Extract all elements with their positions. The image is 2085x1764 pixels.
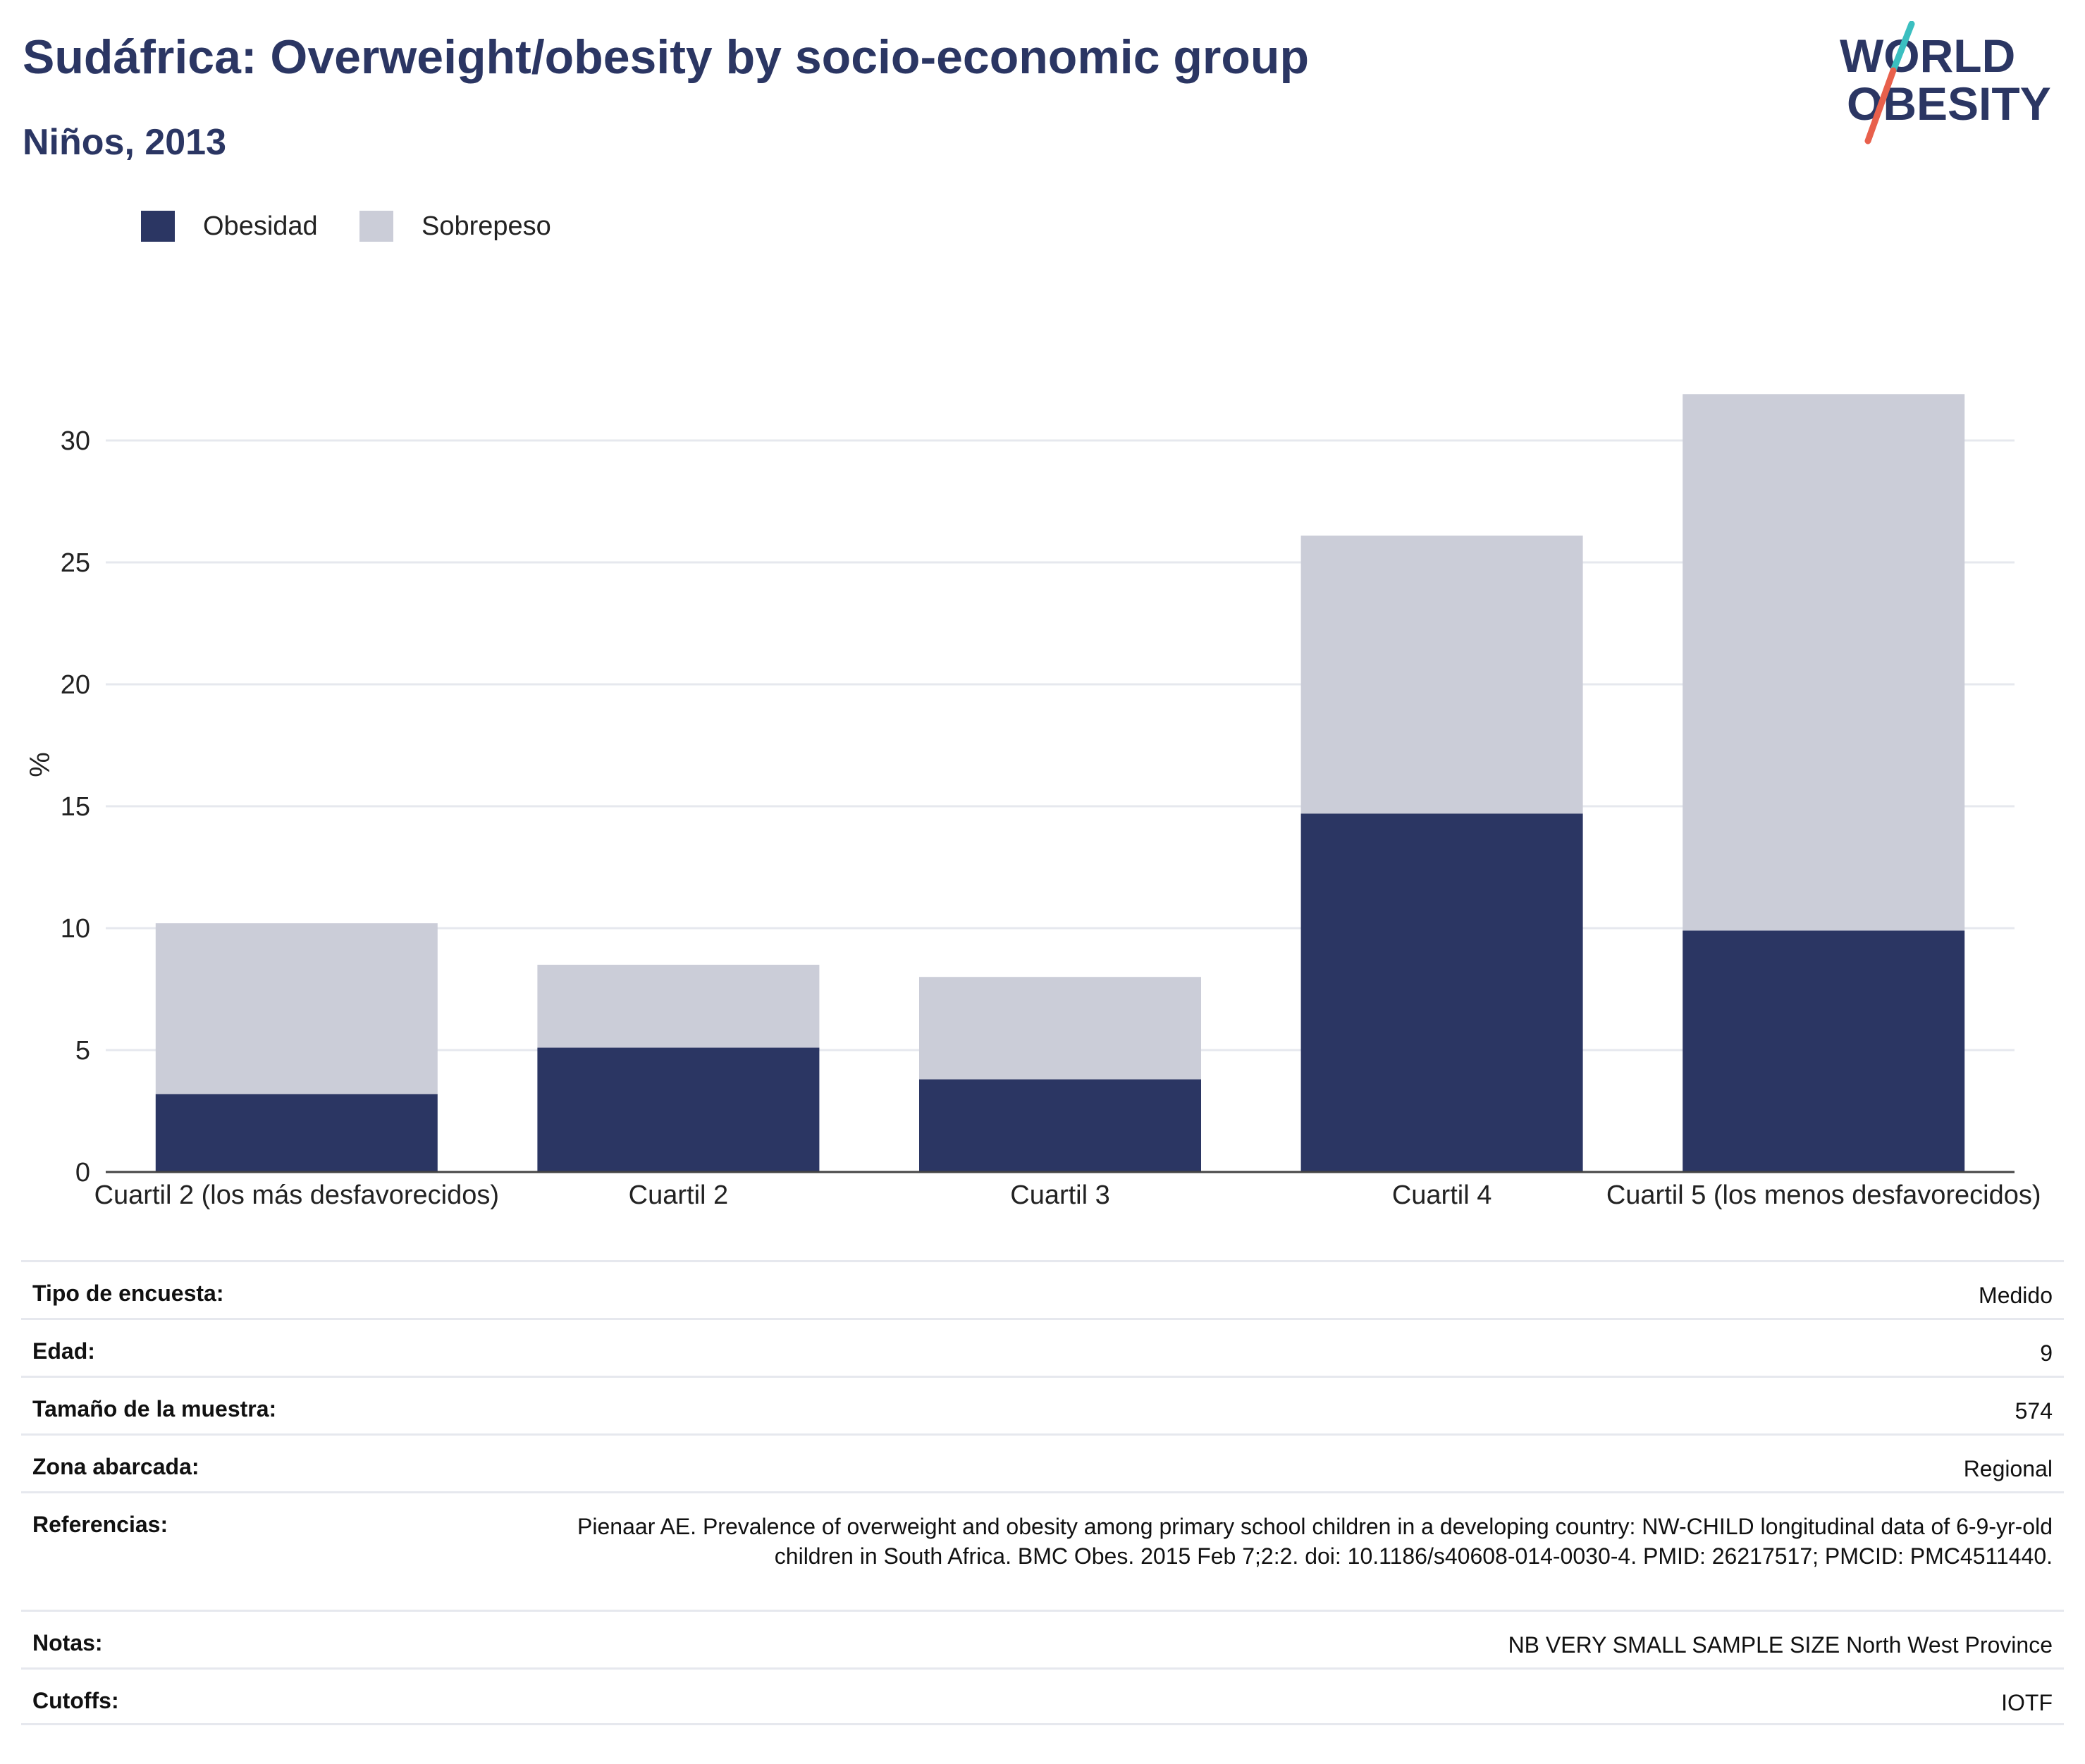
x-tick-label: Cuartil 3 xyxy=(1010,1180,1110,1210)
bar-obesidad-5[interactable] xyxy=(1683,930,1965,1172)
y-tick-label: 0 xyxy=(75,1158,90,1188)
metadata-row: Tamaño de la muestra: 574 xyxy=(21,1376,2064,1433)
metadata-row: Edad: 9 xyxy=(21,1318,2064,1376)
x-tick-label: Cuartil 5 (los menos desfavorecidos) xyxy=(1606,1180,2041,1210)
bar-obesidad-3[interactable] xyxy=(919,1079,1201,1172)
metadata-value: 574 xyxy=(2015,1398,2053,1424)
metadata-row: Tipo de encuesta: Medido xyxy=(21,1260,2064,1318)
legend-label-obesidad: Obesidad xyxy=(203,211,318,241)
bar-obesidad-2[interactable] xyxy=(537,1047,820,1172)
metadata-value: NB VERY SMALL SAMPLE SIZE North West Pro… xyxy=(1508,1632,2053,1658)
metadata-row: Zona abarcada: Regional xyxy=(21,1433,2064,1491)
metadata-label: Referencias: xyxy=(32,1512,168,1537)
metadata-label: Tipo de encuesta: xyxy=(32,1281,224,1306)
x-tick-label: Cuartil 2 (los más desfavorecidos) xyxy=(94,1180,499,1210)
survey-metadata-table: Tipo de encuesta: Medido Edad: 9 Tamaño de l… xyxy=(21,1260,2064,1725)
bar-obesidad-4[interactable] xyxy=(1300,813,1583,1172)
metadata-label: Notas: xyxy=(32,1630,103,1655)
chart-subtitle: Niños, 2013 xyxy=(23,122,227,163)
bar-sobrepeso-2[interactable] xyxy=(537,964,820,1048)
bar-sobrepeso-5[interactable] xyxy=(1683,394,1965,931)
metadata-row: Notas: NB VERY SMALL SAMPLE SIZE North We… xyxy=(21,1610,2064,1667)
metadata-value: IOTF xyxy=(2001,1690,2053,1715)
metadata-row: Referencias: Pienaar AE. Prevalence of ov… xyxy=(21,1491,2064,1610)
y-tick-label: 10 xyxy=(61,914,90,944)
chart-title: Sudáfrica: Overweight/obesity by socio-e… xyxy=(23,30,1310,84)
metadata-value: Regional xyxy=(1963,1456,2053,1481)
legend-label-sobrepeso: Sobrepeso xyxy=(422,211,551,241)
legend-swatch-obesidad xyxy=(141,211,175,242)
logo-slash-bottom xyxy=(1864,67,1897,144)
metadata-value: Pienaar AE. Prevalence of overweight and… xyxy=(577,1514,2053,1569)
logo-slash-top xyxy=(1890,21,1915,74)
stacked-bar-chart: 0 5 10 15 20 25 30% Cuartil 2 (los más desfavor… xyxy=(25,394,2041,1210)
metadata-value: Medido xyxy=(1979,1283,2053,1308)
y-tick-label: 15 xyxy=(61,792,90,822)
y-tick-label: 20 xyxy=(61,670,90,700)
metadata-label: Cutoffs: xyxy=(32,1688,119,1713)
metadata-label: Zona abarcada: xyxy=(32,1454,199,1479)
y-tick-label: 5 xyxy=(75,1036,90,1066)
metadata-value: 9 xyxy=(2040,1340,2053,1366)
metadata-label: Tamaño de la muestra: xyxy=(32,1396,277,1421)
metadata-label: Edad: xyxy=(32,1338,95,1364)
world-obesity-logo: WORLD OBESITY xyxy=(1840,21,2051,144)
y-tick-label: 30 xyxy=(61,426,90,456)
x-tick-label: Cuartil 4 xyxy=(1392,1180,1492,1210)
legend-swatch-sobrepeso xyxy=(359,211,393,242)
metadata-row: Cutoffs: IOTF xyxy=(21,1667,2064,1725)
logo-line-1: WORLD xyxy=(1840,30,2015,82)
bar-sobrepeso-1[interactable] xyxy=(155,923,438,1094)
y-axis-title: % xyxy=(25,752,56,777)
x-tick-label: Cuartil 2 xyxy=(629,1180,729,1210)
bar-obesidad-1[interactable] xyxy=(155,1094,438,1172)
y-tick-label: 25 xyxy=(61,548,90,578)
bar-sobrepeso-4[interactable] xyxy=(1300,535,1583,814)
bar-sobrepeso-3[interactable] xyxy=(919,977,1201,1080)
